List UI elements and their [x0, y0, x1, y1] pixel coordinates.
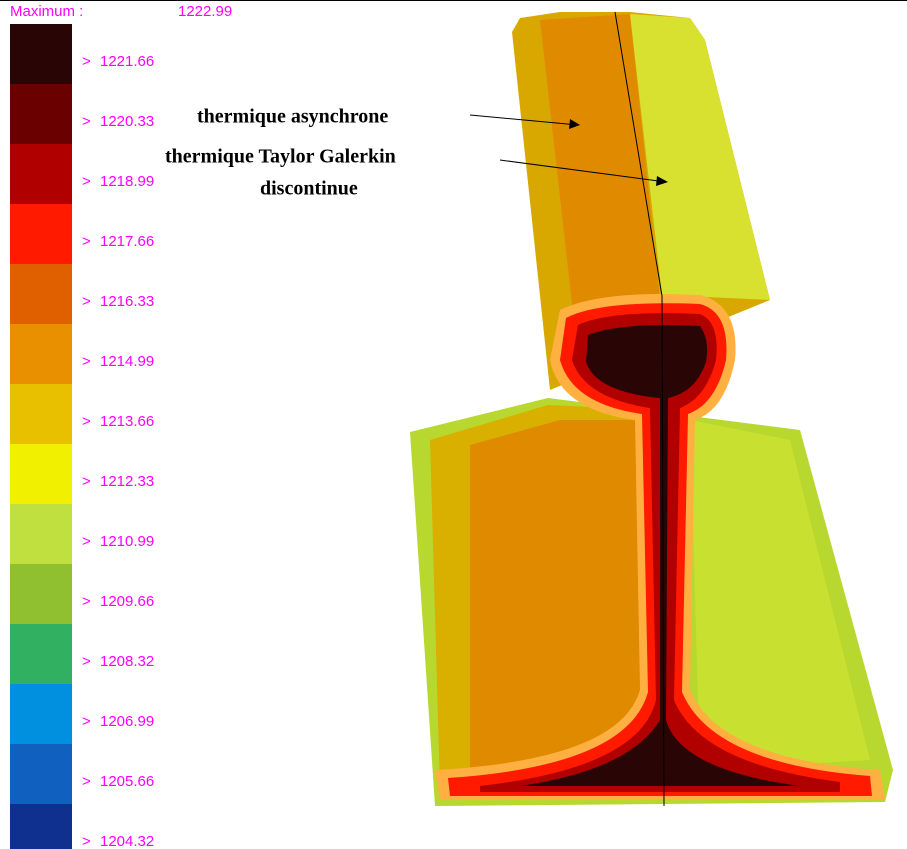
rail-base-right — [690, 420, 870, 770]
legend-swatch — [10, 324, 72, 384]
legend-value: 1214.99 — [100, 353, 154, 370]
legend-swatch — [10, 624, 72, 684]
legend-value: 1213.66 — [100, 413, 154, 430]
arrow-head — [569, 119, 580, 129]
legend-value: 1220.33 — [100, 113, 154, 130]
legend-value: 1204.32 — [100, 833, 154, 849]
rail-base-left-mid — [470, 420, 640, 780]
legend-swatch — [10, 444, 72, 504]
legend-value: 1216.33 — [100, 293, 154, 310]
section-core — [520, 325, 800, 786]
legend-swatch — [10, 504, 72, 564]
cut-line — [661, 295, 665, 807]
legend-marker: > — [82, 233, 91, 250]
annotation: thermique asynchrone — [197, 106, 388, 128]
legend-marker: > — [82, 773, 91, 790]
max-value: 1222.99 — [178, 3, 232, 20]
legend-marker: > — [82, 593, 91, 610]
legend-swatch — [10, 84, 72, 144]
legend-marker: > — [82, 713, 91, 730]
legend-value: 1205.66 — [100, 773, 154, 790]
legend-marker: > — [82, 833, 91, 849]
legend-value: 1210.99 — [100, 533, 154, 550]
legend-value: 1218.99 — [100, 173, 154, 190]
legend-marker: > — [82, 533, 91, 550]
legend-swatch — [10, 204, 72, 264]
rail-upper-right — [630, 14, 770, 300]
legend-marker: > — [82, 353, 91, 370]
legend-marker: > — [82, 173, 91, 190]
arrow-head — [656, 176, 668, 186]
legend-value: 1217.66 — [100, 233, 154, 250]
legend-swatch — [10, 24, 72, 84]
legend-value: 1206.99 — [100, 713, 154, 730]
legend-swatch — [10, 744, 72, 804]
legend-value: 1221.66 — [100, 53, 154, 70]
legend-value: 1209.66 — [100, 593, 154, 610]
legend-swatch — [10, 384, 72, 444]
arrow — [469, 114, 579, 126]
rail-upper-left — [540, 14, 660, 330]
legend-swatch — [10, 264, 72, 324]
annotation: discontinue — [260, 178, 358, 200]
legend-swatch — [10, 684, 72, 744]
legend-marker: > — [82, 653, 91, 670]
legend-value: 1208.32 — [100, 653, 154, 670]
arrow — [499, 159, 667, 183]
legend-marker: > — [82, 473, 91, 490]
legend-marker: > — [82, 53, 91, 70]
legend-marker: > — [82, 413, 91, 430]
legend-swatch — [10, 804, 72, 849]
legend-swatch — [10, 564, 72, 624]
annotation: thermique Taylor Galerkin — [165, 146, 396, 168]
max-label: Maximum : — [10, 3, 83, 20]
legend-marker: > — [82, 113, 91, 130]
legend-marker: > — [82, 293, 91, 310]
cut-line — [614, 11, 663, 297]
legend-swatch — [10, 144, 72, 204]
legend-value: 1212.33 — [100, 473, 154, 490]
